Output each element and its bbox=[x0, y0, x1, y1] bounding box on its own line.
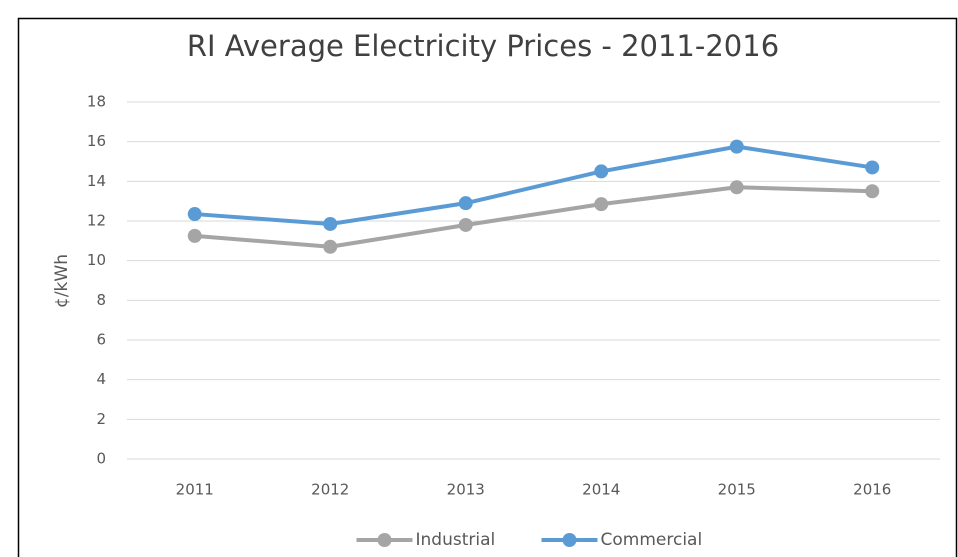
series-line bbox=[194, 185, 873, 249]
legend-label: Commercial bbox=[601, 530, 703, 550]
y-tick-label: 12 bbox=[87, 212, 106, 230]
x-tick-label: 2011 bbox=[176, 481, 214, 499]
y-tick-label: 0 bbox=[96, 450, 106, 468]
data-point bbox=[187, 207, 202, 222]
y-tick-label: 18 bbox=[87, 93, 106, 111]
y-tick-label: 16 bbox=[87, 132, 106, 150]
series-line bbox=[194, 144, 873, 226]
data-point bbox=[865, 160, 880, 175]
data-point bbox=[594, 164, 609, 179]
chart-border bbox=[17, 17, 958, 557]
y-axis-label: ¢/kWh bbox=[52, 254, 72, 308]
y-tick-label: 10 bbox=[87, 251, 106, 269]
chart-title: RI Average Electricity Prices - 2011-201… bbox=[187, 29, 779, 63]
x-tick-label: 2016 bbox=[853, 481, 891, 499]
x-tick-label: 2014 bbox=[582, 481, 620, 499]
x-tick-label: 2015 bbox=[718, 481, 756, 499]
y-tick-label: 14 bbox=[87, 172, 106, 190]
y-tick-label: 2 bbox=[96, 410, 106, 428]
legend-marker bbox=[377, 533, 392, 547]
legend-marker bbox=[562, 533, 577, 547]
data-point bbox=[187, 228, 202, 243]
x-tick-label: 2012 bbox=[311, 481, 349, 499]
data-point bbox=[594, 197, 609, 212]
x-tick-label: 2013 bbox=[447, 481, 485, 499]
data-point bbox=[729, 180, 744, 195]
data-point bbox=[865, 184, 880, 199]
data-point bbox=[323, 216, 338, 231]
data-point bbox=[729, 139, 744, 154]
legend-label: Industrial bbox=[416, 530, 496, 550]
y-tick-label: 6 bbox=[96, 331, 106, 349]
data-point bbox=[323, 239, 338, 254]
data-point bbox=[458, 196, 473, 211]
y-tick-label: 8 bbox=[96, 291, 106, 309]
data-point bbox=[458, 217, 473, 232]
y-tick-label: 4 bbox=[96, 370, 106, 388]
